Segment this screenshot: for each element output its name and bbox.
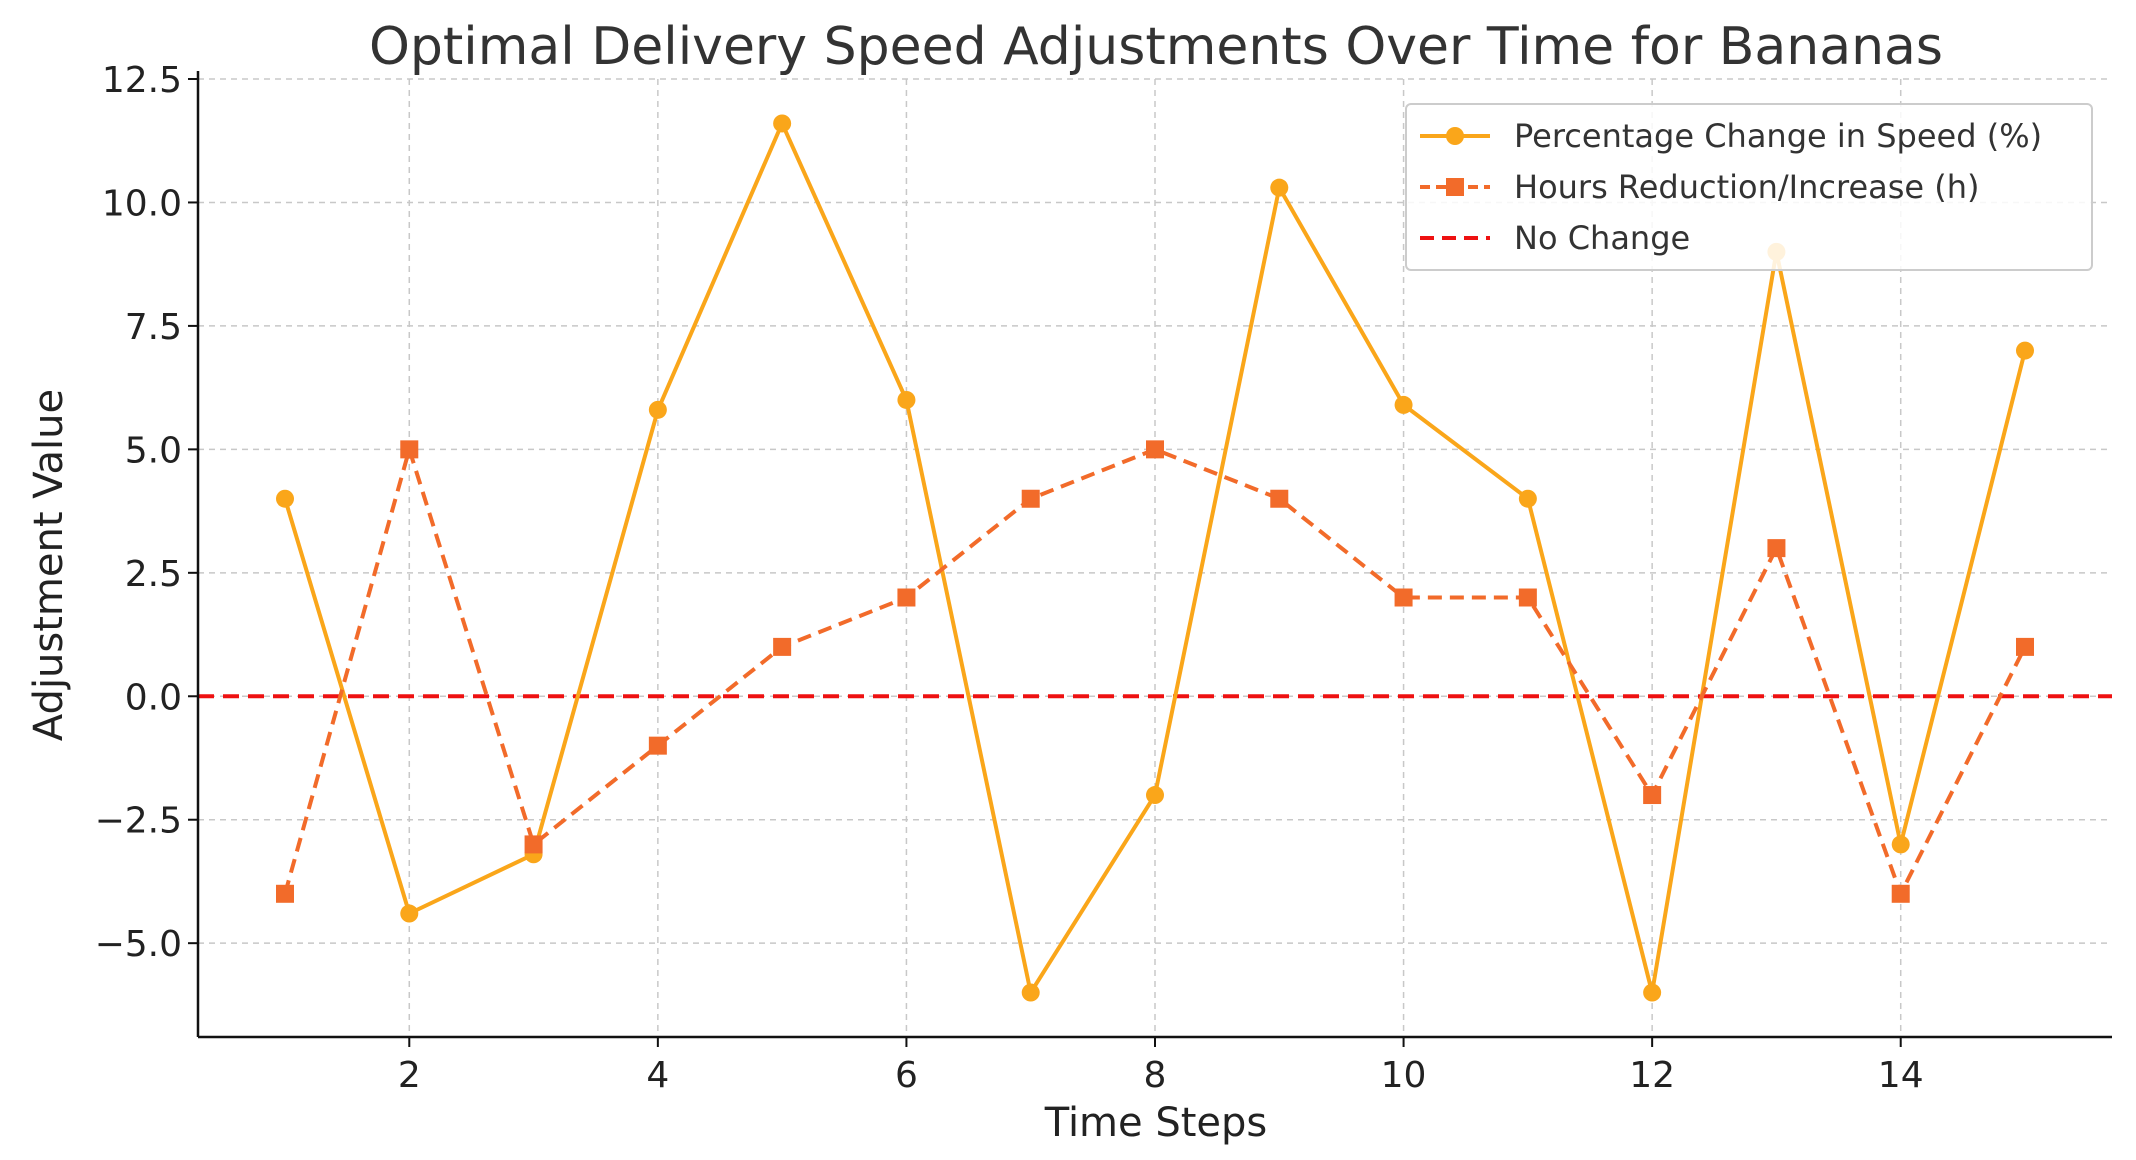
data-point: [1146, 786, 1164, 805]
data-point: [1270, 178, 1289, 197]
data-point: [648, 400, 667, 419]
x-tick-label: 12: [1629, 1055, 1675, 1096]
data-point: [1767, 539, 1786, 558]
series-2: [276, 440, 2034, 903]
x-axis-label: Time Steps: [1044, 1100, 1268, 1146]
y-tick-label: 5.0: [125, 430, 182, 471]
y-tick-label: 0.0: [125, 677, 182, 718]
data-point: [1891, 835, 1910, 854]
data-point: [2016, 637, 2034, 656]
legend-marker: [1446, 178, 1464, 196]
legend-label: No Change: [1514, 219, 1690, 257]
data-point: [276, 884, 294, 903]
legend-marker: [1446, 127, 1464, 145]
y-tick-label: −5.0: [95, 924, 182, 965]
data-point: [897, 390, 916, 409]
data-point: [2016, 341, 2034, 360]
legend: Percentage Change in Speed (%) Hours Redu…: [1405, 103, 2093, 271]
data-point: [1021, 489, 1040, 508]
x-tick-label: 4: [646, 1055, 669, 1096]
legend-entry: Hours Reduction/Increase (h): [1420, 168, 1980, 206]
chart-title: Optimal Delivery Speed Adjustments Over …: [369, 17, 1943, 77]
grid: [198, 78, 2112, 1037]
x-tick-label: 8: [1144, 1055, 1167, 1096]
data-point: [1021, 983, 1040, 1002]
y-tick-label: 10.0: [102, 183, 182, 224]
y-axis-label: Adjustment Value: [26, 389, 72, 741]
data-point: [276, 489, 294, 508]
data-point: [1643, 983, 1662, 1002]
legend-entry: Percentage Change in Speed (%): [1420, 117, 2042, 155]
data-point: [1146, 440, 1164, 459]
data-point: [773, 114, 792, 133]
data-point: [1518, 588, 1537, 607]
data-point: [897, 588, 916, 607]
y-tick-label: 7.5: [125, 307, 182, 348]
series-layer: [276, 114, 2034, 1002]
data-point: [524, 835, 543, 854]
y-tick-label: 12.5: [102, 60, 182, 101]
data-point: [773, 637, 792, 656]
x-tick-label: 2: [398, 1055, 421, 1096]
data-point: [1270, 489, 1289, 508]
legend-label: Percentage Change in Speed (%): [1514, 117, 2042, 155]
legend-entry: No Change: [1420, 219, 1690, 257]
x-tick-label: 10: [1381, 1055, 1427, 1096]
data-point: [1643, 786, 1662, 805]
y-tick-label: 2.5: [125, 554, 182, 595]
data-point: [400, 440, 419, 459]
legend-label: Hours Reduction/Increase (h): [1514, 168, 1980, 206]
data-point: [1394, 588, 1413, 607]
x-tick-label: 14: [1878, 1055, 1924, 1096]
data-point: [400, 904, 419, 923]
series-1: [276, 114, 2034, 1002]
legend-box: [1405, 103, 2093, 271]
x-tick-label: 6: [895, 1055, 918, 1096]
y-tick-label: −2.5: [95, 801, 182, 842]
data-point: [648, 736, 667, 755]
data-point: [1518, 489, 1537, 508]
data-point: [1394, 395, 1413, 414]
ticks: 2 4 6 8 10 12 14 −5.0 −2.5 0.0 2.5 5.0 7.5 10.0 12.5: [95, 60, 1924, 1096]
data-point: [1891, 884, 1910, 903]
